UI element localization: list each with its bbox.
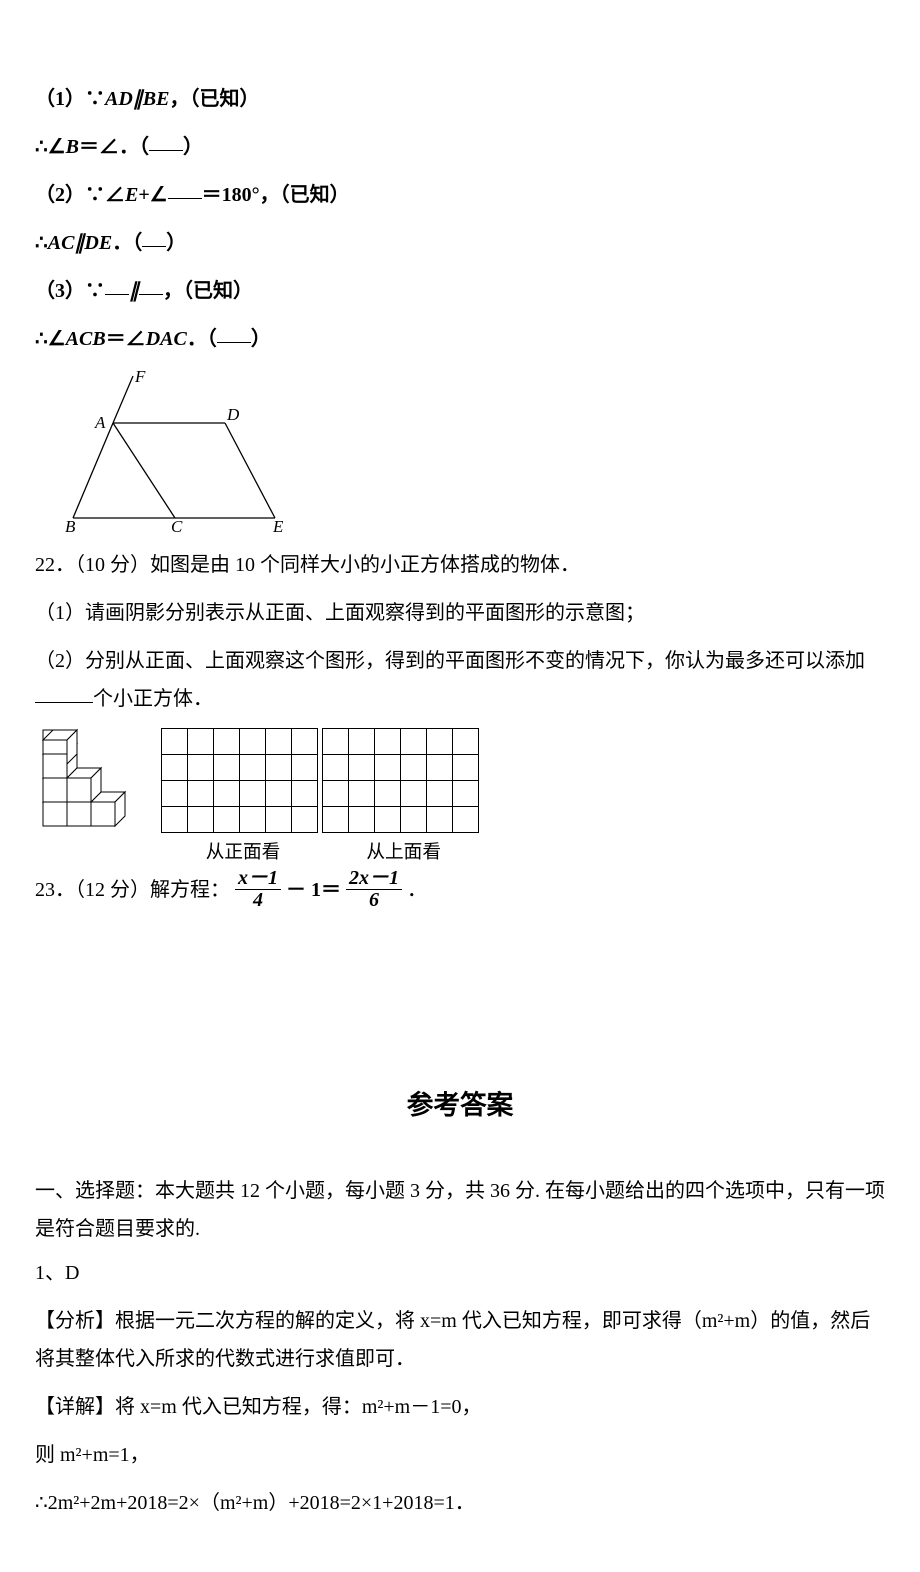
grid-top bbox=[322, 728, 479, 833]
text: AC bbox=[48, 232, 75, 254]
geometry-diagram: F A D B C E bbox=[55, 368, 295, 533]
text: +∠ bbox=[138, 184, 167, 206]
text: ） bbox=[251, 328, 271, 350]
label-A: A bbox=[94, 413, 106, 432]
q22-figure-row bbox=[35, 728, 885, 833]
text: （2）∵∠ bbox=[35, 184, 125, 206]
blank bbox=[35, 683, 93, 703]
text: ∥ bbox=[133, 88, 143, 110]
text: （1）∵ bbox=[35, 88, 105, 110]
text: ∴∠ bbox=[35, 136, 66, 158]
text: （2）分别从正面、上面观察这个图形，得到的平面图形不变的情况下，你认为最多还可以… bbox=[35, 650, 865, 672]
denominator: 4 bbox=[235, 889, 281, 911]
text: ，（已知） bbox=[163, 280, 253, 302]
text: ） bbox=[183, 136, 203, 158]
q22-p2: （2）分别从正面、上面观察这个图形，得到的平面图形不变的情况下，你认为最多还可以… bbox=[35, 642, 885, 718]
label-D: D bbox=[226, 405, 240, 424]
q22-p1: （1）请画阴影分别表示从正面、上面观察得到的平面图形的示意图； bbox=[35, 594, 885, 632]
text: ＝∠．（ bbox=[79, 136, 149, 158]
section-heading: 一、选择题：本大题共 12 个小题，每小题 3 分，共 36 分. 在每小题给出… bbox=[35, 1172, 885, 1248]
text: DE bbox=[84, 232, 112, 254]
text: 23．（12 分）解方程： bbox=[35, 879, 230, 901]
text: BE bbox=[143, 88, 170, 110]
label-E: E bbox=[272, 517, 284, 533]
text: ∴∠ bbox=[35, 328, 66, 350]
grid-front bbox=[161, 728, 318, 833]
text: ∴ bbox=[35, 232, 48, 254]
text: 个小正方体． bbox=[93, 688, 213, 710]
q21-line2: ∴∠B＝∠．（ ） bbox=[35, 128, 885, 166]
isometric-cubes-icon bbox=[35, 728, 153, 832]
q21-line5: （3）∵ ∥ ，（已知） bbox=[35, 272, 885, 310]
q22-stem: 22．（10 分）如图是由 10 个同样大小的小正方体搭成的物体． bbox=[35, 546, 885, 584]
q21-diagram: F A D B C E bbox=[55, 368, 885, 538]
numerator: x－1 bbox=[235, 868, 281, 889]
answers-title: 参考答案 bbox=[35, 1083, 885, 1122]
text: ．（ bbox=[112, 232, 142, 254]
answer-1-detail-2: 则 m²+m=1， bbox=[35, 1436, 885, 1474]
text: ACB bbox=[66, 328, 106, 350]
answer-grids bbox=[161, 728, 479, 833]
answer-1-analysis: 【分析】根据一元二次方程的解的定义，将 x=m 代入已知方程，即可求得（m²+m… bbox=[35, 1302, 885, 1378]
numerator: 2x－1 bbox=[346, 868, 402, 889]
text: ． bbox=[407, 879, 427, 901]
text: E bbox=[125, 184, 138, 206]
grid-labels: 从正面看 从上面看 bbox=[165, 837, 885, 864]
text: ∥ bbox=[74, 232, 84, 254]
blank bbox=[217, 323, 251, 343]
answer-1-number: 1、D bbox=[35, 1254, 885, 1292]
q21-line1: （1）∵AD∥BE，（已知） bbox=[35, 80, 885, 118]
text: ．（ bbox=[187, 328, 217, 350]
text: ，（已知） bbox=[169, 88, 259, 110]
text: （3）∵ bbox=[35, 280, 105, 302]
text: B bbox=[66, 136, 79, 158]
q23: 23．（12 分）解方程： x－14 － 1＝ 2x－16 ． bbox=[35, 870, 885, 913]
label-B: B bbox=[65, 517, 76, 533]
text: DAC bbox=[146, 328, 187, 350]
label-front-view: 从正面看 bbox=[165, 837, 321, 864]
fraction-1: x－14 bbox=[235, 868, 281, 911]
text: － 1＝ bbox=[286, 879, 341, 901]
label-F: F bbox=[134, 368, 146, 386]
blank bbox=[139, 275, 163, 295]
answer-1-detail-3: ∴2m²+2m+2018=2×（m²+m）+2018=2×1+2018=1． bbox=[35, 1484, 885, 1522]
text: ） bbox=[166, 232, 186, 254]
answer-1-detail-1: 【详解】将 x=m 代入已知方程，得：m²+m－1=0， bbox=[35, 1388, 885, 1426]
label-C: C bbox=[171, 517, 183, 533]
text: ＝∠ bbox=[106, 328, 146, 350]
fraction-2: 2x－16 bbox=[346, 868, 402, 911]
q21-line3: （2）∵∠E+∠ ＝180°，（已知） bbox=[35, 176, 885, 214]
blank bbox=[168, 179, 202, 199]
text: ∥ bbox=[129, 280, 139, 302]
text: ＝180°，（已知） bbox=[202, 184, 350, 206]
denominator: 6 bbox=[346, 889, 402, 911]
blank bbox=[149, 131, 183, 151]
blank bbox=[142, 227, 166, 247]
blank bbox=[105, 275, 129, 295]
label-top-view: 从上面看 bbox=[326, 837, 482, 864]
q21-line4: ∴AC∥DE．（ ） bbox=[35, 224, 885, 262]
q21-line6: ∴∠ACB＝∠DAC．（ ） bbox=[35, 320, 885, 358]
text: AD bbox=[105, 88, 133, 110]
